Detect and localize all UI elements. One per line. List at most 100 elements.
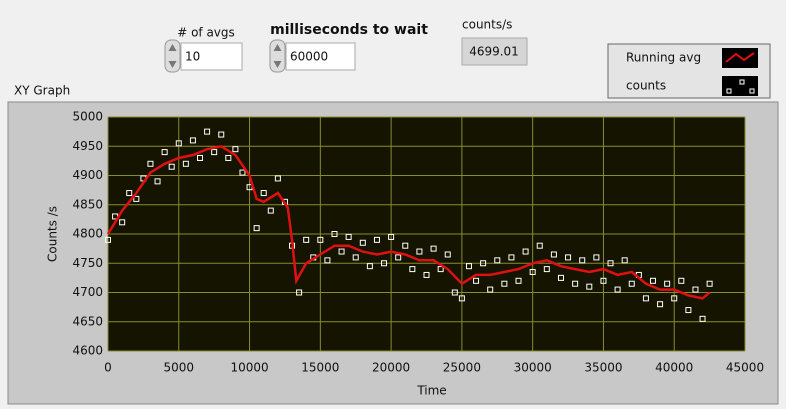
count-point — [678, 277, 685, 284]
count-point — [324, 257, 331, 264]
count-point — [317, 236, 324, 243]
legend-line — [725, 52, 755, 63]
count-point — [480, 260, 487, 267]
count-point — [253, 225, 260, 232]
count-point — [565, 254, 572, 261]
y-tick-label: 4600 — [72, 344, 103, 358]
x-tick-label: 35000 — [584, 361, 622, 375]
count-point — [706, 280, 713, 287]
count-point — [274, 175, 281, 182]
count-point — [395, 254, 402, 261]
count-point — [444, 251, 451, 258]
avgs-spinner[interactable] — [164, 39, 181, 73]
x-tick-label: 30000 — [514, 361, 552, 375]
legend-point — [726, 88, 732, 94]
count-point — [550, 251, 557, 258]
count-point — [699, 315, 706, 322]
count-point — [373, 236, 380, 243]
count-point — [232, 146, 239, 153]
running-avg-line — [106, 144, 711, 300]
count-point — [586, 283, 593, 290]
legend-point — [749, 88, 755, 94]
avgs-label: # of avgs — [177, 26, 235, 40]
count-point — [649, 277, 656, 284]
wait-spinner[interactable] — [269, 39, 286, 73]
count-point — [465, 263, 472, 270]
count-point — [614, 286, 621, 293]
count-point — [437, 266, 444, 273]
count-point — [260, 190, 267, 197]
count-point — [147, 160, 154, 167]
avgs-value: 10 — [185, 50, 200, 64]
count-point — [600, 277, 607, 284]
x-tick-label: 5000 — [164, 361, 195, 375]
count-point — [119, 219, 126, 226]
spinner-arrows — [273, 44, 282, 68]
count-point — [331, 231, 338, 237]
count-point — [345, 233, 352, 240]
count-point — [593, 254, 600, 261]
rate-value: 4699.01 — [469, 45, 519, 59]
x-tick-label: 25000 — [443, 361, 481, 375]
x-tick-label: 0 — [104, 361, 112, 375]
count-point — [657, 301, 664, 308]
avgs-input[interactable] — [180, 42, 243, 71]
count-point — [543, 266, 550, 273]
count-point — [239, 169, 246, 176]
y-tick-label: 4650 — [72, 314, 103, 328]
count-point — [352, 254, 359, 261]
count-point — [267, 207, 274, 214]
count-point — [607, 260, 614, 267]
count-point — [685, 307, 692, 314]
count-point — [515, 277, 522, 284]
y-tick-label: 4700 — [72, 285, 103, 299]
count-point — [692, 286, 699, 293]
graph-title: XY Graph — [14, 84, 70, 98]
y-tick-label: 4950 — [72, 139, 103, 153]
y-tick-label: 5000 — [72, 110, 103, 124]
wait-value: 60000 — [290, 50, 328, 64]
legend-point — [739, 79, 745, 85]
count-point — [402, 242, 409, 249]
count-point — [338, 248, 345, 255]
count-point — [303, 236, 310, 243]
spinner-arrows — [168, 44, 177, 68]
y-tick-label: 4750 — [72, 256, 103, 270]
count-point — [189, 137, 196, 144]
count-point — [366, 263, 373, 270]
count-point — [381, 260, 388, 267]
legend-label: Running avg — [626, 51, 701, 65]
count-point — [161, 149, 168, 156]
count-point — [430, 245, 437, 252]
count-point — [642, 295, 649, 302]
count-point — [175, 140, 182, 147]
count-point — [168, 163, 175, 170]
wait-input[interactable] — [285, 42, 356, 71]
y-tick-label: 4800 — [72, 227, 103, 241]
x-axis-label: Time — [416, 384, 446, 398]
count-point — [621, 257, 628, 264]
count-point — [451, 289, 458, 296]
count-point — [572, 280, 579, 287]
count-point — [182, 160, 189, 167]
count-point — [487, 286, 494, 293]
rate-indicator — [461, 37, 528, 66]
count-point — [154, 178, 161, 185]
count-point — [105, 236, 111, 243]
legend-label: counts — [626, 79, 666, 93]
count-point — [133, 195, 140, 202]
x-tick-label: 20000 — [372, 361, 410, 375]
count-point — [494, 257, 501, 264]
count-point — [126, 190, 133, 197]
count-point — [508, 254, 515, 261]
count-point — [557, 274, 564, 281]
count-point — [359, 239, 366, 246]
count-point — [225, 154, 232, 161]
x-tick-label: 15000 — [301, 361, 339, 375]
count-point — [522, 248, 529, 255]
wait-label: milliseconds to wait — [270, 22, 428, 38]
y-axis-label: Counts /s — [46, 206, 60, 262]
count-point — [409, 266, 416, 273]
count-point — [473, 277, 480, 284]
